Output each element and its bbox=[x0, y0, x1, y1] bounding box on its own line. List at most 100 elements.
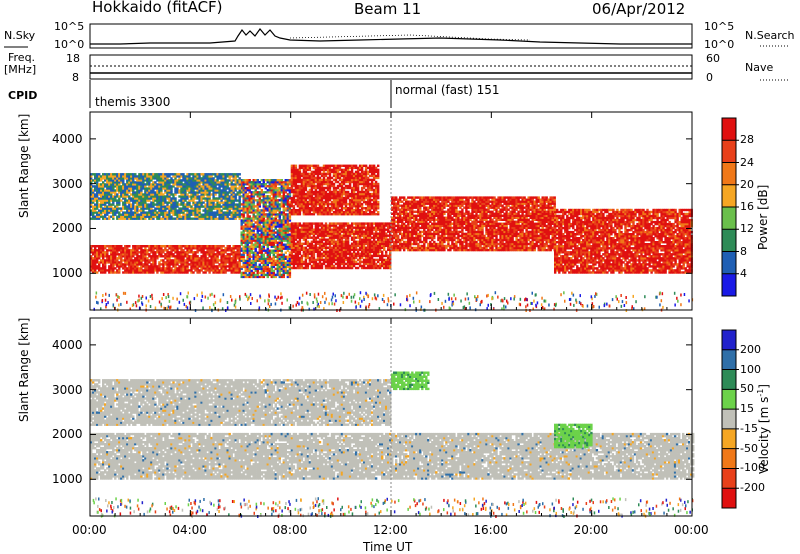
echo-cell bbox=[272, 263, 275, 266]
echo-cell bbox=[110, 271, 113, 274]
echo-cell bbox=[180, 253, 183, 256]
echo-cell bbox=[130, 263, 133, 266]
echo-cell bbox=[246, 189, 249, 192]
echo-cell bbox=[168, 259, 171, 262]
echo-cell bbox=[280, 255, 283, 258]
echo-cell bbox=[250, 235, 253, 238]
echo-cell bbox=[120, 249, 123, 252]
echo-cell bbox=[250, 199, 253, 202]
echo-cell bbox=[242, 253, 245, 256]
echo-cell bbox=[90, 247, 93, 250]
echo-cell bbox=[180, 265, 183, 268]
echo-cell bbox=[122, 263, 125, 266]
echo-cell bbox=[244, 267, 247, 271]
echo-cell bbox=[108, 245, 111, 248]
echo-cell bbox=[120, 251, 123, 254]
echo-cell bbox=[110, 255, 113, 258]
echo-cell bbox=[268, 211, 271, 214]
echo-cell bbox=[170, 245, 173, 248]
echo-cell bbox=[280, 249, 283, 252]
echo-cell bbox=[270, 215, 273, 218]
echo-cell bbox=[238, 249, 241, 252]
echo-cell bbox=[264, 251, 267, 254]
echo-cell bbox=[266, 213, 269, 216]
echo-cell bbox=[186, 269, 189, 272]
echo-cell bbox=[495, 236, 498, 240]
echo-cell bbox=[266, 223, 269, 226]
echo-cell bbox=[250, 237, 253, 240]
echo-cell bbox=[250, 217, 253, 220]
echo-cell bbox=[156, 269, 159, 272]
echo-cell bbox=[262, 239, 265, 242]
echo-cell bbox=[250, 265, 253, 269]
echo-cell bbox=[124, 249, 127, 252]
echo-cell bbox=[168, 255, 171, 258]
echo-cell bbox=[248, 273, 251, 277]
echo-cell bbox=[246, 269, 249, 273]
echo-cell bbox=[148, 249, 151, 252]
echo-cell bbox=[168, 267, 171, 270]
echo-cell bbox=[314, 264, 318, 268]
echo-cell bbox=[102, 263, 105, 266]
echo-cell bbox=[140, 265, 143, 268]
echo-cell bbox=[222, 263, 225, 266]
echo-cell bbox=[254, 273, 257, 277]
echo-cell bbox=[240, 181, 243, 184]
echo-cell bbox=[220, 265, 223, 268]
echo-cell bbox=[188, 269, 191, 272]
echo-cell bbox=[525, 210, 528, 213]
echo-cell bbox=[180, 245, 183, 248]
echo-cell bbox=[158, 245, 161, 248]
echo-cell bbox=[236, 267, 239, 270]
echo-cell bbox=[274, 209, 277, 212]
echo-cell bbox=[266, 197, 269, 200]
echo-cell bbox=[254, 251, 257, 254]
echo-cell bbox=[214, 253, 217, 256]
echo-cell bbox=[158, 269, 161, 272]
echo-cell bbox=[252, 225, 255, 228]
echo-cell bbox=[192, 255, 195, 258]
echo-cell bbox=[198, 257, 201, 260]
echo-cell bbox=[192, 247, 195, 250]
echo-cell bbox=[152, 257, 155, 260]
echo-cell bbox=[146, 259, 149, 262]
echo-cell bbox=[226, 265, 229, 268]
echo-cell bbox=[266, 271, 269, 275]
echo-cell bbox=[234, 261, 237, 264]
echo-cell bbox=[244, 239, 247, 242]
echo-cell bbox=[242, 275, 245, 279]
echo-cell bbox=[136, 271, 139, 274]
echo-cell bbox=[254, 263, 257, 266]
echo-cell bbox=[136, 245, 139, 248]
echo-cell bbox=[114, 259, 117, 262]
echo-cell bbox=[118, 257, 121, 260]
echo-cell bbox=[270, 193, 273, 196]
echo-cell bbox=[120, 255, 123, 258]
echo-cell bbox=[276, 261, 279, 264]
echo-cell bbox=[200, 251, 203, 254]
echo-cell bbox=[208, 251, 211, 254]
echo-cell bbox=[256, 269, 259, 273]
echo-cell bbox=[254, 215, 257, 218]
echo-cell bbox=[230, 247, 233, 250]
echo-cell bbox=[254, 227, 257, 230]
echo-cell bbox=[90, 265, 93, 268]
echo-cell bbox=[128, 249, 131, 252]
echo-cell bbox=[270, 221, 273, 224]
echo-cell bbox=[262, 261, 265, 264]
echo-cell bbox=[164, 253, 167, 256]
echo-cell bbox=[278, 193, 281, 196]
echo-cell bbox=[104, 253, 107, 256]
echo-cell bbox=[252, 231, 255, 234]
echo-cell bbox=[212, 261, 215, 264]
echo-cell bbox=[156, 255, 159, 258]
echo-cell bbox=[405, 224, 408, 228]
echo-cell bbox=[272, 229, 275, 232]
echo-cell bbox=[136, 247, 139, 250]
echo-cell bbox=[525, 198, 528, 201]
echo-cell bbox=[244, 227, 247, 230]
echo-cell bbox=[202, 249, 205, 252]
echo-cell bbox=[262, 199, 265, 202]
echo-cell bbox=[214, 259, 217, 262]
echo-cell bbox=[194, 265, 197, 268]
